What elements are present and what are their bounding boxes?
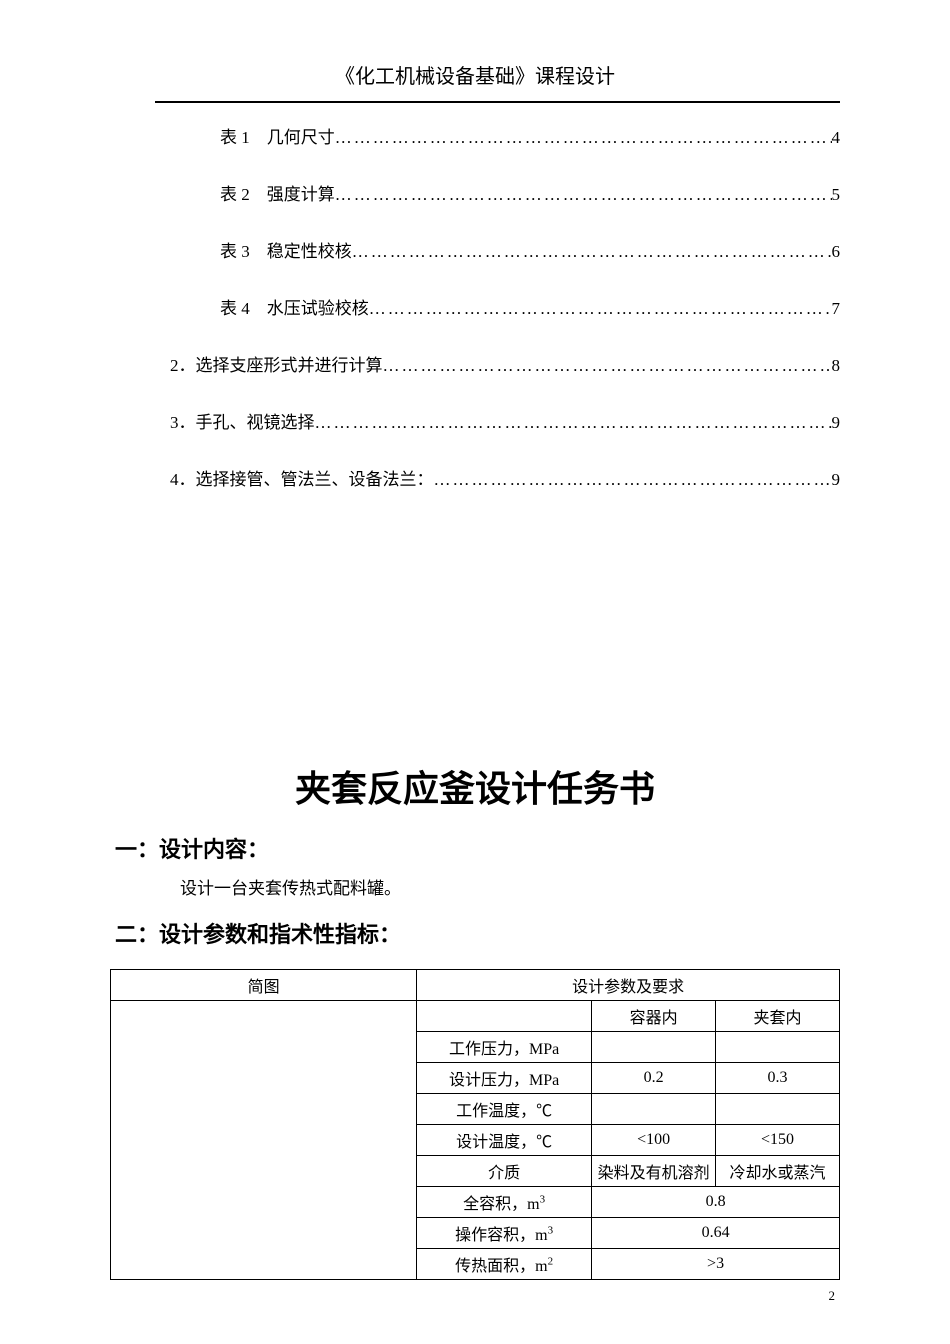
table-cell: 设计温度，℃ (417, 1125, 592, 1156)
toc-dots (369, 299, 832, 319)
toc-label: 2．选择支座形式并进行计算 (170, 351, 383, 376)
toc-dots (434, 470, 832, 490)
table-cell: 0.2 (592, 1063, 716, 1094)
table-cell: 工作压力，MPa (417, 1032, 592, 1063)
table-cell: 夹套内 (716, 1001, 840, 1032)
header-title: 《化工机械设备基础》课程设计 (110, 60, 840, 89)
table-cell: 容器内 (592, 1001, 716, 1032)
table-cell: 传热面积，m2 (417, 1249, 592, 1280)
toc-page: 7 (832, 299, 841, 319)
toc-page: 4 (832, 128, 841, 148)
table-cell: 0.8 (592, 1187, 840, 1218)
toc-page: 5 (832, 185, 841, 205)
toc-dots (383, 356, 832, 376)
header-divider (155, 101, 840, 103)
section-1-text: 设计一台夹套传热式配料罐。 (180, 874, 840, 899)
table-cell: 设计压力，MPa (417, 1063, 592, 1094)
table-cell: 染料及有机溶剂 (592, 1156, 716, 1187)
section-2-heading: 二：设计参数和指术性指标： (115, 917, 840, 949)
toc-dots (352, 242, 832, 262)
toc-dots (315, 413, 832, 433)
table-cell: 0.64 (592, 1218, 840, 1249)
toc-label: 表 2 强度计算 (220, 180, 335, 205)
toc-dots (335, 128, 832, 148)
toc-item: 表 2 强度计算 5 (155, 180, 840, 205)
toc-label: 3．手孔、视镜选择 (170, 408, 315, 433)
toc-item: 表 3 稳定性校核 6 (155, 237, 840, 262)
page-number: 2 (829, 1288, 836, 1304)
table-cell (592, 1094, 716, 1125)
table-cell: >3 (592, 1249, 840, 1280)
table-header-params: 设计参数及要求 (417, 970, 840, 1001)
toc-item: 表 1 几何尺寸 4 (155, 123, 840, 148)
table-cell: 工作温度，℃ (417, 1094, 592, 1125)
table-cell (716, 1094, 840, 1125)
toc-page: 8 (832, 356, 841, 376)
toc-item: 表 4 水压试验校核 7 (155, 294, 840, 319)
toc-page: 9 (832, 413, 841, 433)
diagram-cell (111, 1001, 417, 1280)
parameter-table: 简图 设计参数及要求 容器内 夹套内 工作压力，MPa 设计压力，MPa 0.2… (110, 969, 840, 1280)
toc-label: 表 1 几何尺寸 (220, 123, 335, 148)
toc-item: 3．手孔、视镜选择 9 (155, 408, 840, 433)
toc-dots (335, 185, 832, 205)
main-title: 夹套反应釜设计任务书 (110, 760, 840, 812)
table-header-diagram: 简图 (111, 970, 417, 1001)
toc-page: 6 (832, 242, 841, 262)
toc-label: 4．选择接管、管法兰、设备法兰： (170, 465, 434, 490)
section-1-heading: 一：设计内容： (115, 832, 840, 864)
table-cell: 冷却水或蒸汽 (716, 1156, 840, 1187)
table-cell (592, 1032, 716, 1063)
toc-item: 4．选择接管、管法兰、设备法兰： 9 (155, 465, 840, 490)
toc-item: 2．选择支座形式并进行计算 8 (155, 351, 840, 376)
toc-label: 表 3 稳定性校核 (220, 237, 352, 262)
table-row: 简图 设计参数及要求 (111, 970, 840, 1001)
table-row: 容器内 夹套内 (111, 1001, 840, 1032)
table-cell (417, 1001, 592, 1032)
table-cell: <100 (592, 1125, 716, 1156)
table-cell: <150 (716, 1125, 840, 1156)
toc-page: 9 (832, 470, 841, 490)
table-cell: 操作容积，m3 (417, 1218, 592, 1249)
toc-label: 表 4 水压试验校核 (220, 294, 369, 319)
table-cell (716, 1032, 840, 1063)
table-cell: 全容积，m3 (417, 1187, 592, 1218)
table-of-contents: 表 1 几何尺寸 4 表 2 强度计算 5 表 3 稳定性校核 6 表 4 水压… (155, 123, 840, 490)
table-cell: 0.3 (716, 1063, 840, 1094)
table-cell: 介质 (417, 1156, 592, 1187)
